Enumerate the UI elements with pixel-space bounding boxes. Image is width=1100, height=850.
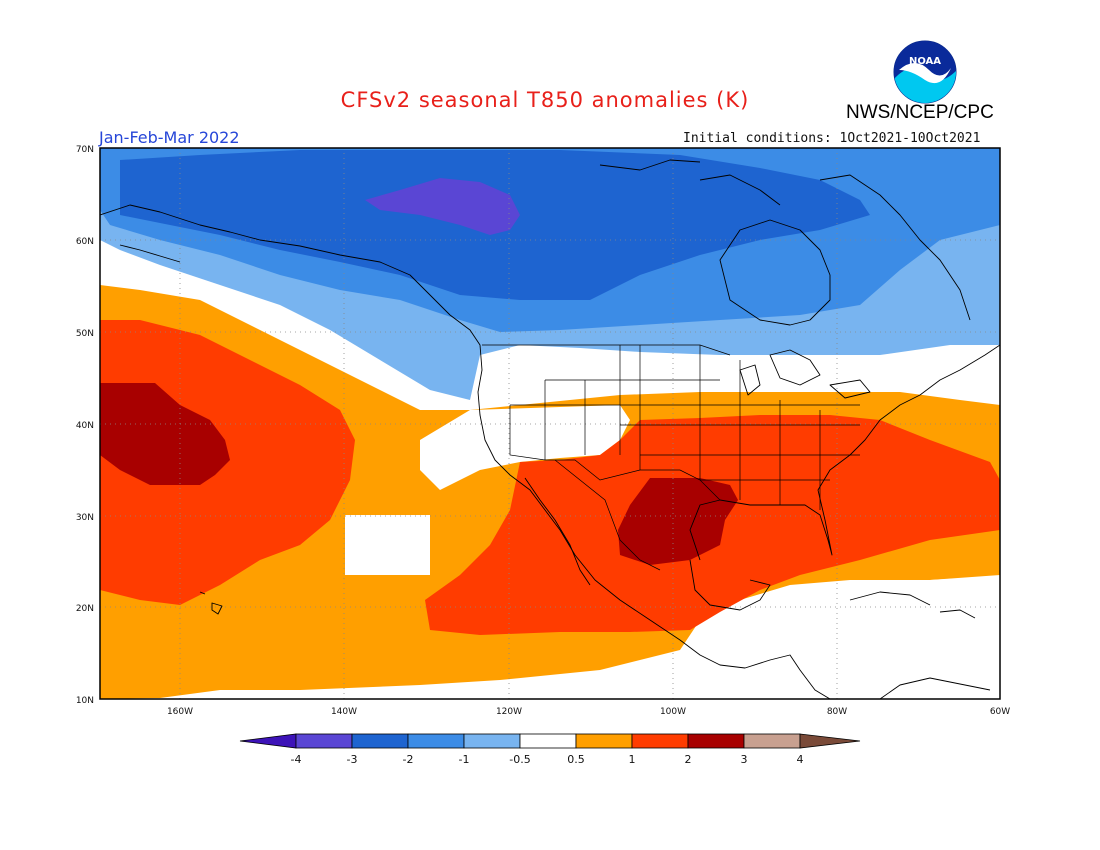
warm-region-darkred-pacific [100,383,230,485]
lat-labels: 70N 60N 50N 40N 30N 20N 10N [76,145,94,706]
graticule [100,148,1000,699]
forecast-period: Jan-Feb-Mar 2022 [99,128,240,147]
anomaly-field [100,148,1000,699]
colorbar [239,733,861,749]
colorbar-label: 3 [741,753,748,766]
colorbar-label: -2 [403,753,414,766]
lon-label-140w: 140W [331,707,357,717]
colorbar-swatch--2to-1 [407,733,465,749]
lat-label-60: 60N [76,237,94,247]
neutral-island [345,515,430,575]
lon-label-120w: 120W [496,707,522,717]
colorbar-swatch-0.5to1 [575,733,633,749]
colorbar-label: -1 [459,753,470,766]
colorbar-swatch-2to3 [687,733,745,749]
colorbar-label: 4 [797,753,804,766]
colorbar-swatch-above-4 [799,733,861,749]
agency-label: NWS/NCEP/CPC [846,102,994,123]
lon-label-80w: 80W [827,707,847,717]
lat-label-10: 10N [76,696,94,706]
colorbar-label: 1 [629,753,636,766]
colorbar-label: 2 [685,753,692,766]
colorbar-label: -0.5 [509,753,530,766]
cold-region-purple [365,178,520,235]
colorbar-swatch--1to-0.5 [463,733,521,749]
lat-label-20: 20N [76,604,94,614]
initial-conditions: Initial conditions: 1Oct2021-10Oct2021 [683,131,981,146]
warm-region-darkred-texas [618,478,738,565]
lon-label-160w: 160W [167,707,193,717]
lon-label-60w: 60W [990,707,1010,717]
lat-label-30: 30N [76,513,94,523]
colorbar-swatch--3to-2 [351,733,409,749]
colorbar-label: -4 [291,753,302,766]
colorbar-swatch-below--4 [239,733,297,749]
lat-label-70: 70N [76,145,94,155]
lat-label-50: 50N [76,329,94,339]
colorbar-swatch--4to-3 [295,733,353,749]
colorbar-swatch-neutral [519,733,577,749]
colorbar-label: 0.5 [567,753,585,766]
lon-labels: 160W 140W 120W 100W 80W 60W [167,707,1010,717]
chart-title: CFSv2 seasonal T850 anomalies (K) [340,88,750,112]
colorbar-label: -3 [347,753,358,766]
colorbar-labels: -4 -3 -2 -1 -0.5 0.5 1 2 3 4 [291,753,804,766]
coastlines [100,159,1000,699]
logo-text: NOAA [909,56,941,67]
noaa-logo: NOAA [893,40,957,104]
map-frame [99,147,1001,700]
colorbar-swatch-1to2 [631,733,689,749]
lat-label-40: 40N [76,421,94,431]
colorbar-swatch-3to4 [743,733,801,749]
political-borders [482,344,860,571]
lon-label-100w: 100W [660,707,686,717]
